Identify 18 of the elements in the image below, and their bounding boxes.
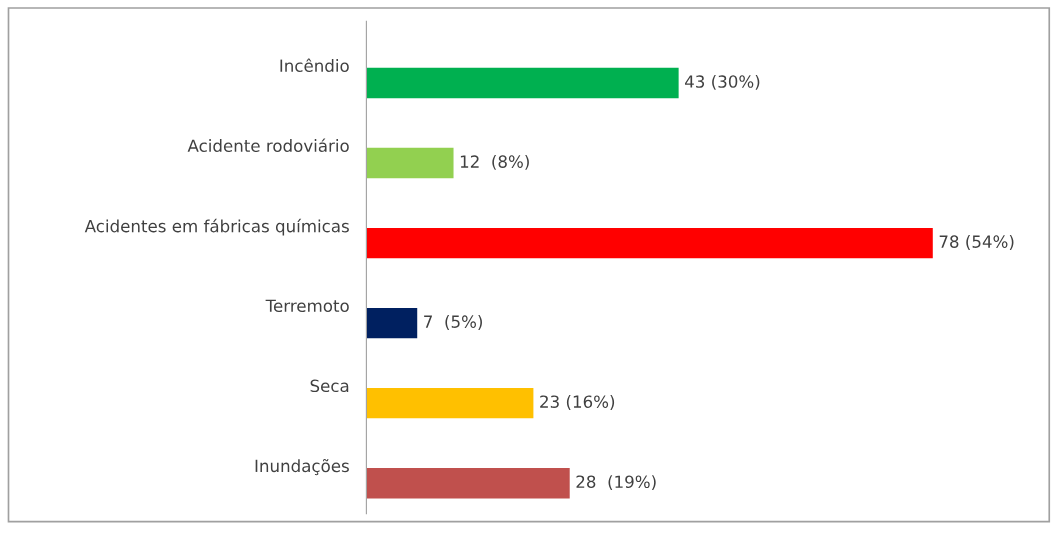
y-tick-label: Inundações — [255, 458, 349, 476]
y-tick-label: Seca — [310, 379, 349, 393]
y-tick-label: Acidentes em fábricas químicas — [84, 218, 349, 236]
bar — [366, 67, 679, 99]
bar — [366, 387, 534, 419]
data-label: 28 (19%) — [576, 475, 656, 490]
bar — [366, 467, 570, 499]
y-tick-label: Acidente rodoviário — [187, 138, 349, 153]
data-label: 7 (5%) — [424, 315, 482, 330]
data-label: 43 (30%) — [685, 74, 760, 90]
bar — [366, 147, 454, 179]
data-label: 78 (54%) — [939, 235, 1014, 250]
bar — [366, 227, 933, 259]
y-tick-label: Incêndio — [280, 58, 349, 72]
data-label: 12 (8%) — [460, 155, 529, 170]
bar — [366, 307, 418, 339]
y-tick-label: Terremoto — [265, 299, 349, 313]
data-label: 23 (16%) — [540, 395, 615, 410]
